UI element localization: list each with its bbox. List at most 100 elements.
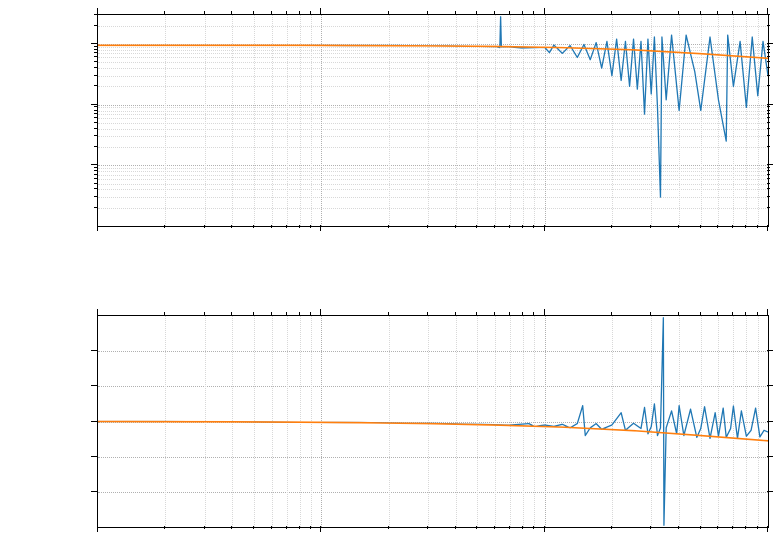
- grid-minor-h: [98, 168, 768, 169]
- axis-tick: [717, 225, 718, 228]
- axis-tick: [253, 11, 254, 14]
- axis-tick: [455, 526, 456, 529]
- axis-tick: [757, 526, 758, 529]
- axis-tick: [476, 526, 477, 529]
- axis-tick: [767, 128, 770, 129]
- axis-tick: [320, 526, 321, 532]
- orange-trace: [98, 45, 768, 58]
- axis-tick: [650, 11, 651, 14]
- axis-tick: [94, 167, 97, 168]
- axis-tick: [94, 174, 97, 175]
- axis-tick: [94, 207, 97, 208]
- grid-minor-v: [701, 15, 702, 226]
- axis-tick: [94, 110, 97, 111]
- axis-tick: [94, 49, 97, 50]
- axis-tick: [494, 526, 495, 529]
- grid-minor-h: [98, 26, 768, 27]
- grid-minor-v: [510, 316, 511, 527]
- top-panel-series: [98, 15, 768, 226]
- axis-tick: [767, 117, 770, 118]
- axis-tick: [299, 312, 300, 315]
- axis-tick: [310, 312, 311, 315]
- axis-tick: [717, 11, 718, 14]
- axis-tick: [650, 225, 651, 228]
- axis-tick: [253, 312, 254, 315]
- grid-major-v: [321, 316, 322, 527]
- axis-tick: [320, 309, 321, 315]
- axis-tick: [732, 526, 733, 529]
- grid-minor-v: [232, 316, 233, 527]
- axis-tick: [231, 11, 232, 14]
- grid-minor-v: [389, 15, 390, 226]
- axis-tick: [717, 312, 718, 315]
- axis-tick: [544, 8, 545, 14]
- bottom-panel-series: [98, 316, 768, 527]
- axis-tick: [271, 526, 272, 529]
- grid-major-h: [98, 492, 768, 493]
- grid-minor-v: [534, 316, 535, 527]
- axis-tick: [97, 225, 98, 231]
- blue-trace: [98, 318, 768, 525]
- axis-tick: [388, 312, 389, 315]
- axis-tick: [271, 312, 272, 315]
- grid-minor-v: [733, 15, 734, 226]
- axis-tick: [320, 8, 321, 14]
- axis-tick: [94, 46, 97, 47]
- grid-minor-v: [718, 15, 719, 226]
- grid-major-v: [321, 15, 322, 226]
- grid-minor-v: [651, 15, 652, 226]
- axis-tick: [767, 164, 773, 165]
- axis-tick: [97, 526, 98, 532]
- axis-tick: [94, 146, 97, 147]
- axis-tick: [94, 106, 97, 107]
- axis-tick: [767, 196, 770, 197]
- axis-tick: [732, 11, 733, 14]
- grid-minor-h: [98, 179, 768, 180]
- axis-tick: [476, 225, 477, 228]
- axis-tick: [767, 146, 770, 147]
- axis-tick: [299, 11, 300, 14]
- grid-minor-h: [98, 184, 768, 185]
- grid-minor-v: [758, 316, 759, 527]
- axis-tick: [767, 85, 770, 86]
- axis-tick: [97, 309, 98, 315]
- axis-tick: [94, 128, 97, 129]
- axis-tick: [767, 56, 770, 57]
- axis-tick: [94, 122, 97, 123]
- grid-minor-v: [272, 316, 273, 527]
- axis-tick: [455, 11, 456, 14]
- axis-tick: [204, 312, 205, 315]
- grid-minor-v: [510, 15, 511, 226]
- grid-minor-v: [300, 15, 301, 226]
- axis-tick: [286, 225, 287, 228]
- axis-tick: [767, 170, 770, 171]
- axis-tick: [767, 113, 770, 114]
- axis-tick: [767, 207, 770, 208]
- grid-minor-v: [679, 316, 680, 527]
- axis-tick: [286, 526, 287, 529]
- axis-tick: [476, 312, 477, 315]
- axis-tick: [509, 526, 510, 529]
- axis-tick: [286, 312, 287, 315]
- axis-tick: [94, 61, 97, 62]
- grid-minor-h: [98, 111, 768, 112]
- axis-tick: [544, 526, 545, 532]
- grid-minor-h: [98, 175, 768, 176]
- axis-tick: [611, 11, 612, 14]
- grid-major-v: [545, 15, 546, 226]
- axis-tick: [91, 43, 97, 44]
- axis-tick: [310, 225, 311, 228]
- grid-minor-h: [98, 57, 768, 58]
- grid-minor-h: [98, 86, 768, 87]
- axis-tick: [164, 225, 165, 228]
- grid-minor-v: [651, 316, 652, 527]
- axis-tick: [757, 11, 758, 14]
- grid-major-h: [98, 105, 768, 106]
- axis-tick: [94, 117, 97, 118]
- axis-tick: [94, 67, 97, 68]
- axis-tick: [745, 312, 746, 315]
- axis-tick: [94, 56, 97, 57]
- axis-tick: [700, 312, 701, 315]
- axis-tick: [767, 106, 770, 107]
- axis-tick: [253, 526, 254, 529]
